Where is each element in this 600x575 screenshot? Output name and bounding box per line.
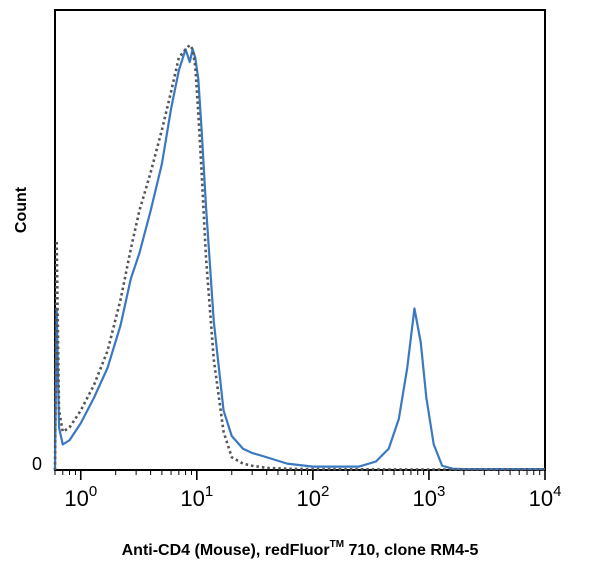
x-tick-label-exponent: 3 [437, 483, 445, 500]
x-tick-label: 101 [180, 483, 213, 511]
x-tick-label: 102 [296, 483, 329, 511]
x-axis-label-main: Anti-CD4 (Mouse), redFluor [122, 542, 330, 559]
x-tick-label-base: 10 [296, 486, 320, 511]
series-layer [53, 43, 545, 471]
x-axis-label-rest: 710, clone RM4-5 [344, 542, 478, 559]
x-tick-label: 100 [64, 483, 97, 511]
x-tick-label-base: 10 [529, 486, 553, 511]
x-tick-label-base: 10 [64, 486, 88, 511]
x-tick-label-exponent: 0 [89, 483, 97, 500]
y-zero-label: 0 [32, 454, 42, 474]
x-axis-ticks: 100 101 102 103 104 [54, 470, 562, 511]
x-tick-label-exponent: 2 [321, 483, 329, 500]
x-tick-label-base: 10 [413, 486, 437, 511]
sample-histogram-line [53, 48, 545, 471]
x-tick-label: 103 [413, 483, 446, 511]
x-tick-label-base: 10 [180, 486, 204, 511]
x-tick-label-exponent: 1 [205, 483, 213, 500]
x-tick-label-exponent: 4 [553, 483, 561, 500]
x-axis-label-tm: TM [330, 539, 344, 550]
x-tick-label: 104 [529, 483, 562, 511]
isotype-control-dotted-line [53, 43, 545, 471]
y-axis-label: Count [13, 186, 30, 233]
plot-frame [54, 9, 546, 471]
x-axis-label: Anti-CD4 (Mouse), redFluorTM 710, clone … [122, 539, 479, 559]
